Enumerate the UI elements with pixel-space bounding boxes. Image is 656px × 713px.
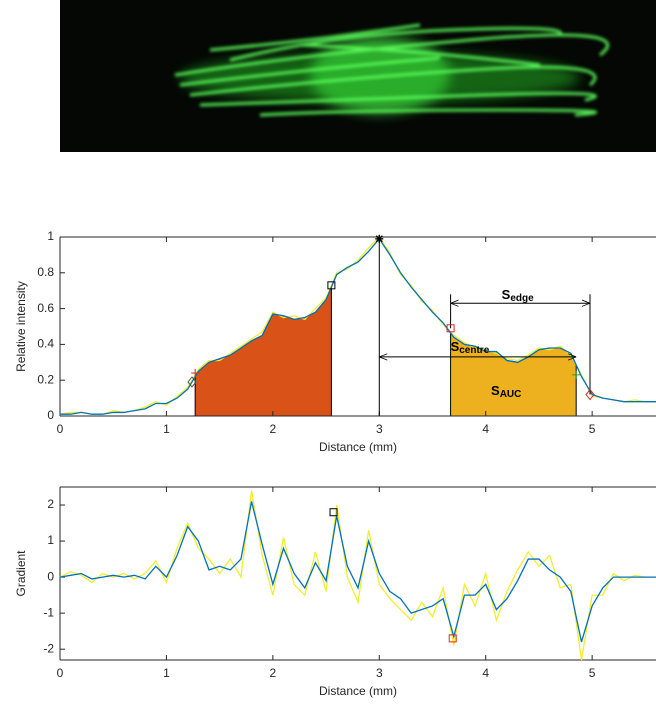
annotation: Sedge <box>502 288 534 304</box>
y-tick-label: 1 <box>47 533 54 547</box>
y-tick-label: 0.2 <box>37 372 54 386</box>
y-tick-label: 0.4 <box>37 337 54 351</box>
annotation-symbol: S <box>502 288 511 303</box>
annotation-symbol: S <box>491 383 500 398</box>
marker <box>187 376 197 388</box>
marker <box>375 234 384 243</box>
x-tick-label: 3 <box>376 422 383 436</box>
x-tick-label: 4 <box>482 666 489 680</box>
y-tick-label: -1 <box>43 605 54 619</box>
data-line <box>59 501 656 643</box>
marker <box>572 370 581 379</box>
x-tick-label: 0 <box>57 422 64 436</box>
x-tick-label: 5 <box>589 666 596 680</box>
marker <box>191 369 200 378</box>
x-tick-label: 3 <box>376 666 383 680</box>
y-axis-label: Relative intensity <box>14 281 28 372</box>
x-tick-label: 4 <box>482 422 489 436</box>
y-tick-label: 0 <box>47 408 54 422</box>
y-tick-label: 0 <box>47 569 54 583</box>
marker <box>329 508 338 517</box>
y-tick-label: 0.8 <box>37 265 54 279</box>
x-axis-label: Distance (mm) <box>319 684 397 698</box>
marker <box>446 324 455 333</box>
y-tick-label: -2 <box>43 641 54 655</box>
data-line <box>59 490 656 661</box>
x-tick-label: 0 <box>57 666 64 680</box>
marker <box>448 634 457 643</box>
x-tick-label: 2 <box>270 666 277 680</box>
x-axis-label: Distance (mm) <box>319 440 397 454</box>
data-line <box>60 237 656 415</box>
y-tick-label: 2 <box>47 497 54 511</box>
marker <box>585 388 595 401</box>
y-axis-label: Gradient <box>14 550 28 597</box>
x-tick-label: 1 <box>163 422 170 436</box>
annotation: SAUC <box>491 383 521 399</box>
x-tick-label: 1 <box>163 666 170 680</box>
annotation-subscript: centre <box>459 345 489 356</box>
x-tick-label: 2 <box>270 422 277 436</box>
annotation-symbol: S <box>451 339 460 354</box>
y-tick-label: 1 <box>47 229 54 243</box>
x-tick-label: 5 <box>589 422 596 436</box>
marker <box>327 281 336 290</box>
annotation: Scentre <box>451 339 490 355</box>
annotation-subscript: edge <box>510 293 534 304</box>
micrograph <box>60 0 656 152</box>
y-tick-label: 0.6 <box>37 301 54 315</box>
area-region <box>194 286 332 417</box>
annotation-subscript: AUC <box>500 388 522 399</box>
